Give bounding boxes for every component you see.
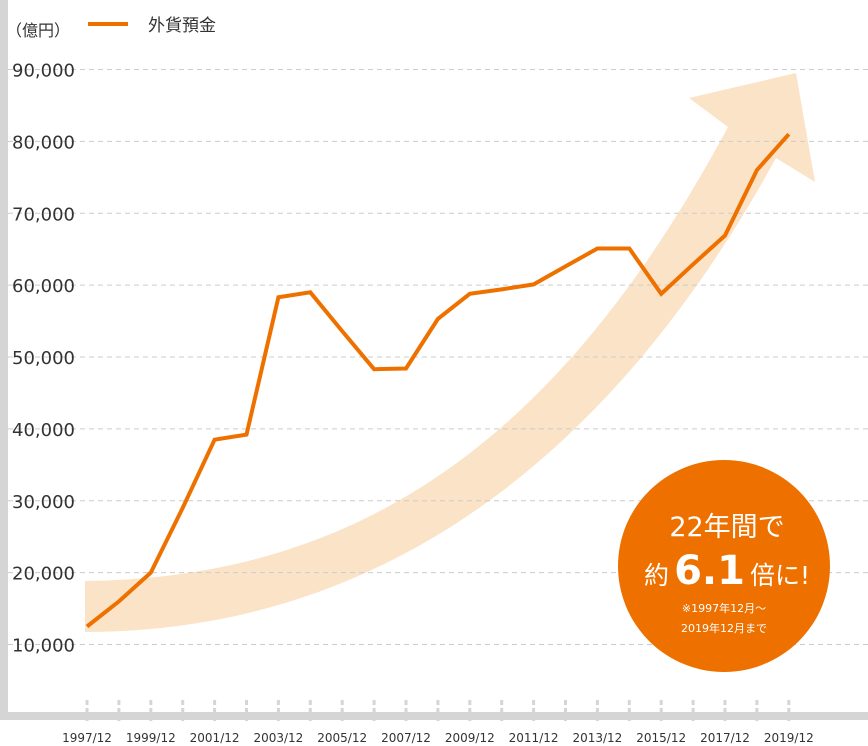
x-tick-label: 2001/12 (190, 731, 240, 745)
y-tick-label: 70,000 (12, 204, 75, 225)
x-axis-ticks: 1997/12 1999/12 2001/12 2003/12 2005/12 2007/… (62, 700, 814, 745)
callout-circle (618, 460, 830, 672)
x-tick-label: 2005/12 (317, 731, 367, 745)
x-tick-label: 1997/12 (62, 731, 112, 745)
x-tick-label: 2009/12 (445, 731, 495, 745)
series-line-foreign-deposits (85, 132, 791, 629)
y-tick-label: 20,000 (12, 564, 75, 585)
y-tick-label: 60,000 (12, 276, 75, 297)
y-tick-label: 40,000 (12, 420, 75, 441)
callout-line2: 約 6.1 倍に! (644, 548, 810, 594)
x-tick-label: 2017/12 (700, 731, 750, 745)
growth-arrow-graphic (85, 73, 815, 632)
x-tick-label: 2019/12 (764, 731, 814, 745)
callout-about: 約 (644, 561, 669, 590)
callout-badge: 22年間で 約 6.1 倍に! ※1997年12月～ 2019年12月まで (618, 460, 830, 672)
y-tick-label: 50,000 (12, 348, 75, 369)
y-axis-tick-labels: 10,000 20,000 30,000 40,000 50,000 60,000 70,0… (12, 61, 75, 657)
x-tick-label: 2013/12 (572, 731, 622, 745)
callout-note2: 2019年12月まで (681, 621, 767, 635)
legend-label: 外貨預金 (148, 16, 216, 36)
y-tick-label: 90,000 (12, 61, 75, 82)
x-tick-label: 2015/12 (636, 731, 686, 745)
y-axis-unit-label: （億円） (6, 21, 70, 40)
y-tick-label: 30,000 (12, 492, 75, 513)
y-tick-label: 80,000 (12, 132, 75, 153)
y-tick-label: 10,000 (12, 636, 75, 657)
x-tick-label: 2003/12 (253, 731, 303, 745)
x-tick-label: 1999/12 (126, 731, 176, 745)
callout-note1: ※1997年12月～ (682, 601, 766, 615)
callout-line1: 22年間で (669, 512, 784, 543)
x-tick-label: 2011/12 (509, 731, 559, 745)
callout-times: 倍に! (750, 561, 810, 590)
x-tick-label: 2007/12 (381, 731, 431, 745)
callout-multiplier: 6.1 (674, 548, 745, 594)
